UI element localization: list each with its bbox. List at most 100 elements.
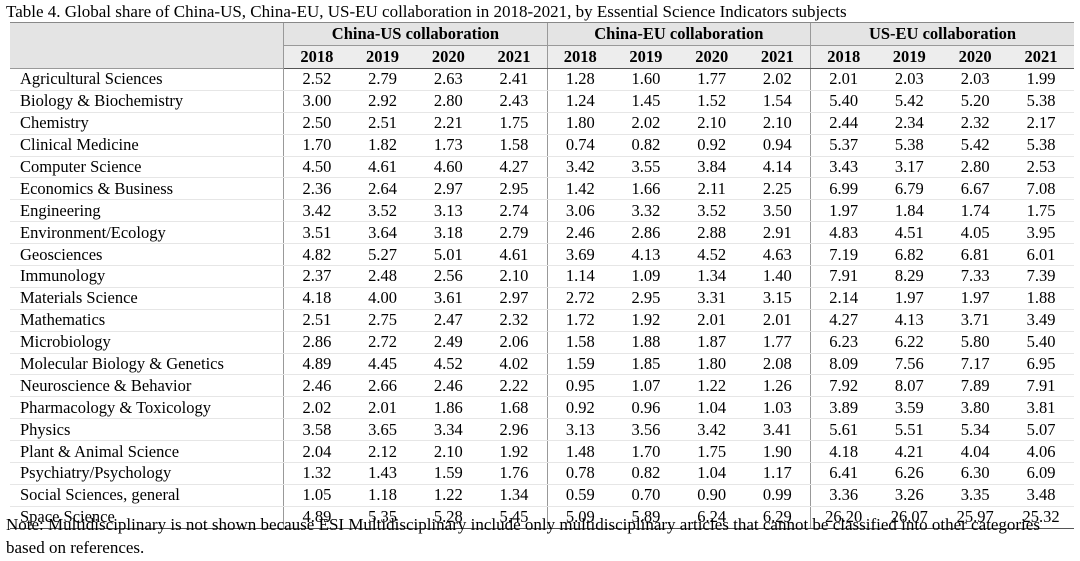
subject-cell: Neuroscience & Behavior (10, 374, 284, 398)
value-cell: 7.56 (876, 353, 943, 376)
table-row: Agricultural Sciences 2.52 2.79 2.63 2.41 1.2… (10, 68, 1074, 91)
value-cell: 3.69 (546, 243, 613, 267)
table-row: Molecular Biology & Genetics 4.89 4.45 4.52… (10, 353, 1074, 376)
value-cell: 8.29 (876, 265, 943, 288)
value-cell: 3.41 (744, 418, 811, 442)
value-cell: 2.46 (415, 374, 482, 398)
value-cell: 2.37 (283, 265, 350, 288)
year-header-cell: 2021 (481, 45, 548, 69)
subject-cell: Plant & Animal Science (10, 440, 284, 464)
value-cell: 2.02 (612, 112, 679, 135)
value-cell: 6.67 (942, 177, 1009, 201)
value-cell: 2.25 (744, 177, 811, 201)
value-cell: 3.18 (415, 221, 482, 245)
value-cell: 0.94 (744, 134, 811, 157)
subject-cell: Computer Science (10, 156, 284, 179)
value-cell: 5.37 (810, 134, 877, 157)
value-cell: 1.26 (744, 374, 811, 398)
value-cell: 3.42 (678, 418, 745, 442)
table-header: China-US collaboration China-EU collabor… (10, 22, 1074, 69)
subject-cell: Space Science (10, 506, 284, 529)
value-cell: 4.02 (481, 353, 548, 376)
value-cell: 2.96 (481, 418, 548, 442)
value-cell: 4.63 (744, 243, 811, 267)
group-header-row: China-US collaboration China-EU collabor… (10, 22, 1074, 69)
value-cell: 26.07 (876, 506, 943, 529)
value-cell: 1.34 (481, 484, 548, 507)
value-cell: 1.48 (546, 440, 613, 464)
value-cell: 3.59 (876, 396, 943, 420)
value-cell: 8.09 (810, 353, 877, 376)
table-row: Social Sciences, general 1.05 1.18 1.22 1.34… (10, 484, 1074, 507)
value-cell: 1.97 (876, 287, 943, 310)
table-row: Microbiology 2.86 2.72 2.49 2.06 1.58 1.88 1.87… (10, 331, 1074, 354)
year-header-cell: 2021 (1008, 45, 1074, 69)
value-cell: 0.96 (612, 396, 679, 420)
value-cell: 3.26 (876, 484, 943, 507)
value-cell: 2.79 (481, 221, 548, 245)
value-cell: 2.04 (283, 440, 350, 464)
value-cell: 7.19 (810, 243, 877, 267)
value-cell: 2.86 (612, 221, 679, 245)
value-cell: 1.77 (744, 331, 811, 354)
value-cell: 2.72 (546, 287, 613, 310)
value-cell: 2.34 (876, 112, 943, 135)
value-cell: 2.06 (481, 331, 548, 354)
value-cell: 3.65 (349, 418, 416, 442)
subject-cell: Immunology (10, 265, 284, 288)
value-cell: 1.43 (349, 462, 416, 485)
value-cell: 5.38 (1008, 134, 1074, 157)
value-cell: 0.82 (612, 462, 679, 485)
subject-cell: Materials Science (10, 287, 284, 310)
value-cell: 1.04 (678, 462, 745, 485)
value-cell: 6.23 (810, 331, 877, 354)
value-cell: 3.36 (810, 484, 877, 507)
year-header-cell: 2020 (415, 45, 482, 69)
value-cell: 2.21 (415, 112, 482, 135)
table-row: Clinical Medicine 1.70 1.82 1.73 1.58 0.74 0.8… (10, 134, 1074, 157)
value-cell: 5.45 (481, 506, 548, 529)
value-cell: 3.06 (546, 199, 613, 223)
value-cell: 7.92 (810, 374, 877, 398)
value-cell: 1.24 (546, 90, 613, 113)
value-cell: 4.50 (283, 156, 350, 179)
value-cell: 1.60 (612, 68, 679, 91)
value-cell: 3.56 (612, 418, 679, 442)
value-cell: 4.61 (481, 243, 548, 267)
table-row: Environment/Ecology 3.51 3.64 3.18 2.79 2.46 2… (10, 221, 1074, 245)
value-cell: 6.99 (810, 177, 877, 201)
subject-cell: Pharmacology & Toxicology (10, 396, 284, 420)
subject-cell: Physics (10, 418, 284, 442)
value-cell: 2.02 (283, 396, 350, 420)
value-cell: 3.00 (283, 90, 350, 113)
value-cell: 2.01 (349, 396, 416, 420)
year-header-cell: 2021 (744, 45, 811, 69)
value-cell: 0.70 (612, 484, 679, 507)
value-cell: 1.75 (678, 440, 745, 464)
value-cell: 25.32 (1008, 506, 1074, 529)
value-cell: 5.09 (546, 506, 613, 529)
value-cell: 3.80 (942, 396, 1009, 420)
subject-cell: Clinical Medicine (10, 134, 284, 157)
subject-cell: Social Sciences, general (10, 484, 284, 507)
table-caption: Table 4. Global share of China-US, China… (6, 2, 847, 21)
value-cell: 2.08 (744, 353, 811, 376)
value-cell: 2.66 (349, 374, 416, 398)
subject-cell: Biology & Biochemistry (10, 90, 284, 113)
value-cell: 3.51 (283, 221, 350, 245)
value-cell: 2.12 (349, 440, 416, 464)
subject-cell: Environment/Ecology (10, 221, 284, 245)
table-row: Geosciences 4.82 5.27 5.01 4.61 3.69 4.13 4.52 4… (10, 243, 1074, 267)
value-cell: 0.78 (546, 462, 613, 485)
value-cell: 2.80 (415, 90, 482, 113)
table-row: Space Science 4.89 5.35 5.28 5.45 5.09 5.89 6.2… (10, 506, 1074, 529)
value-cell: 2.44 (810, 112, 877, 135)
value-cell: 6.09 (1008, 462, 1074, 485)
value-cell: 7.39 (1008, 265, 1074, 288)
table-note: Note: Multidisciplinary is not shown bec… (6, 515, 1040, 557)
value-cell: 0.59 (546, 484, 613, 507)
value-cell: 2.22 (481, 374, 548, 398)
subject-cell: Molecular Biology & Genetics (10, 353, 284, 376)
value-cell: 4.27 (481, 156, 548, 179)
subject-cell: Agricultural Sciences (10, 68, 284, 91)
